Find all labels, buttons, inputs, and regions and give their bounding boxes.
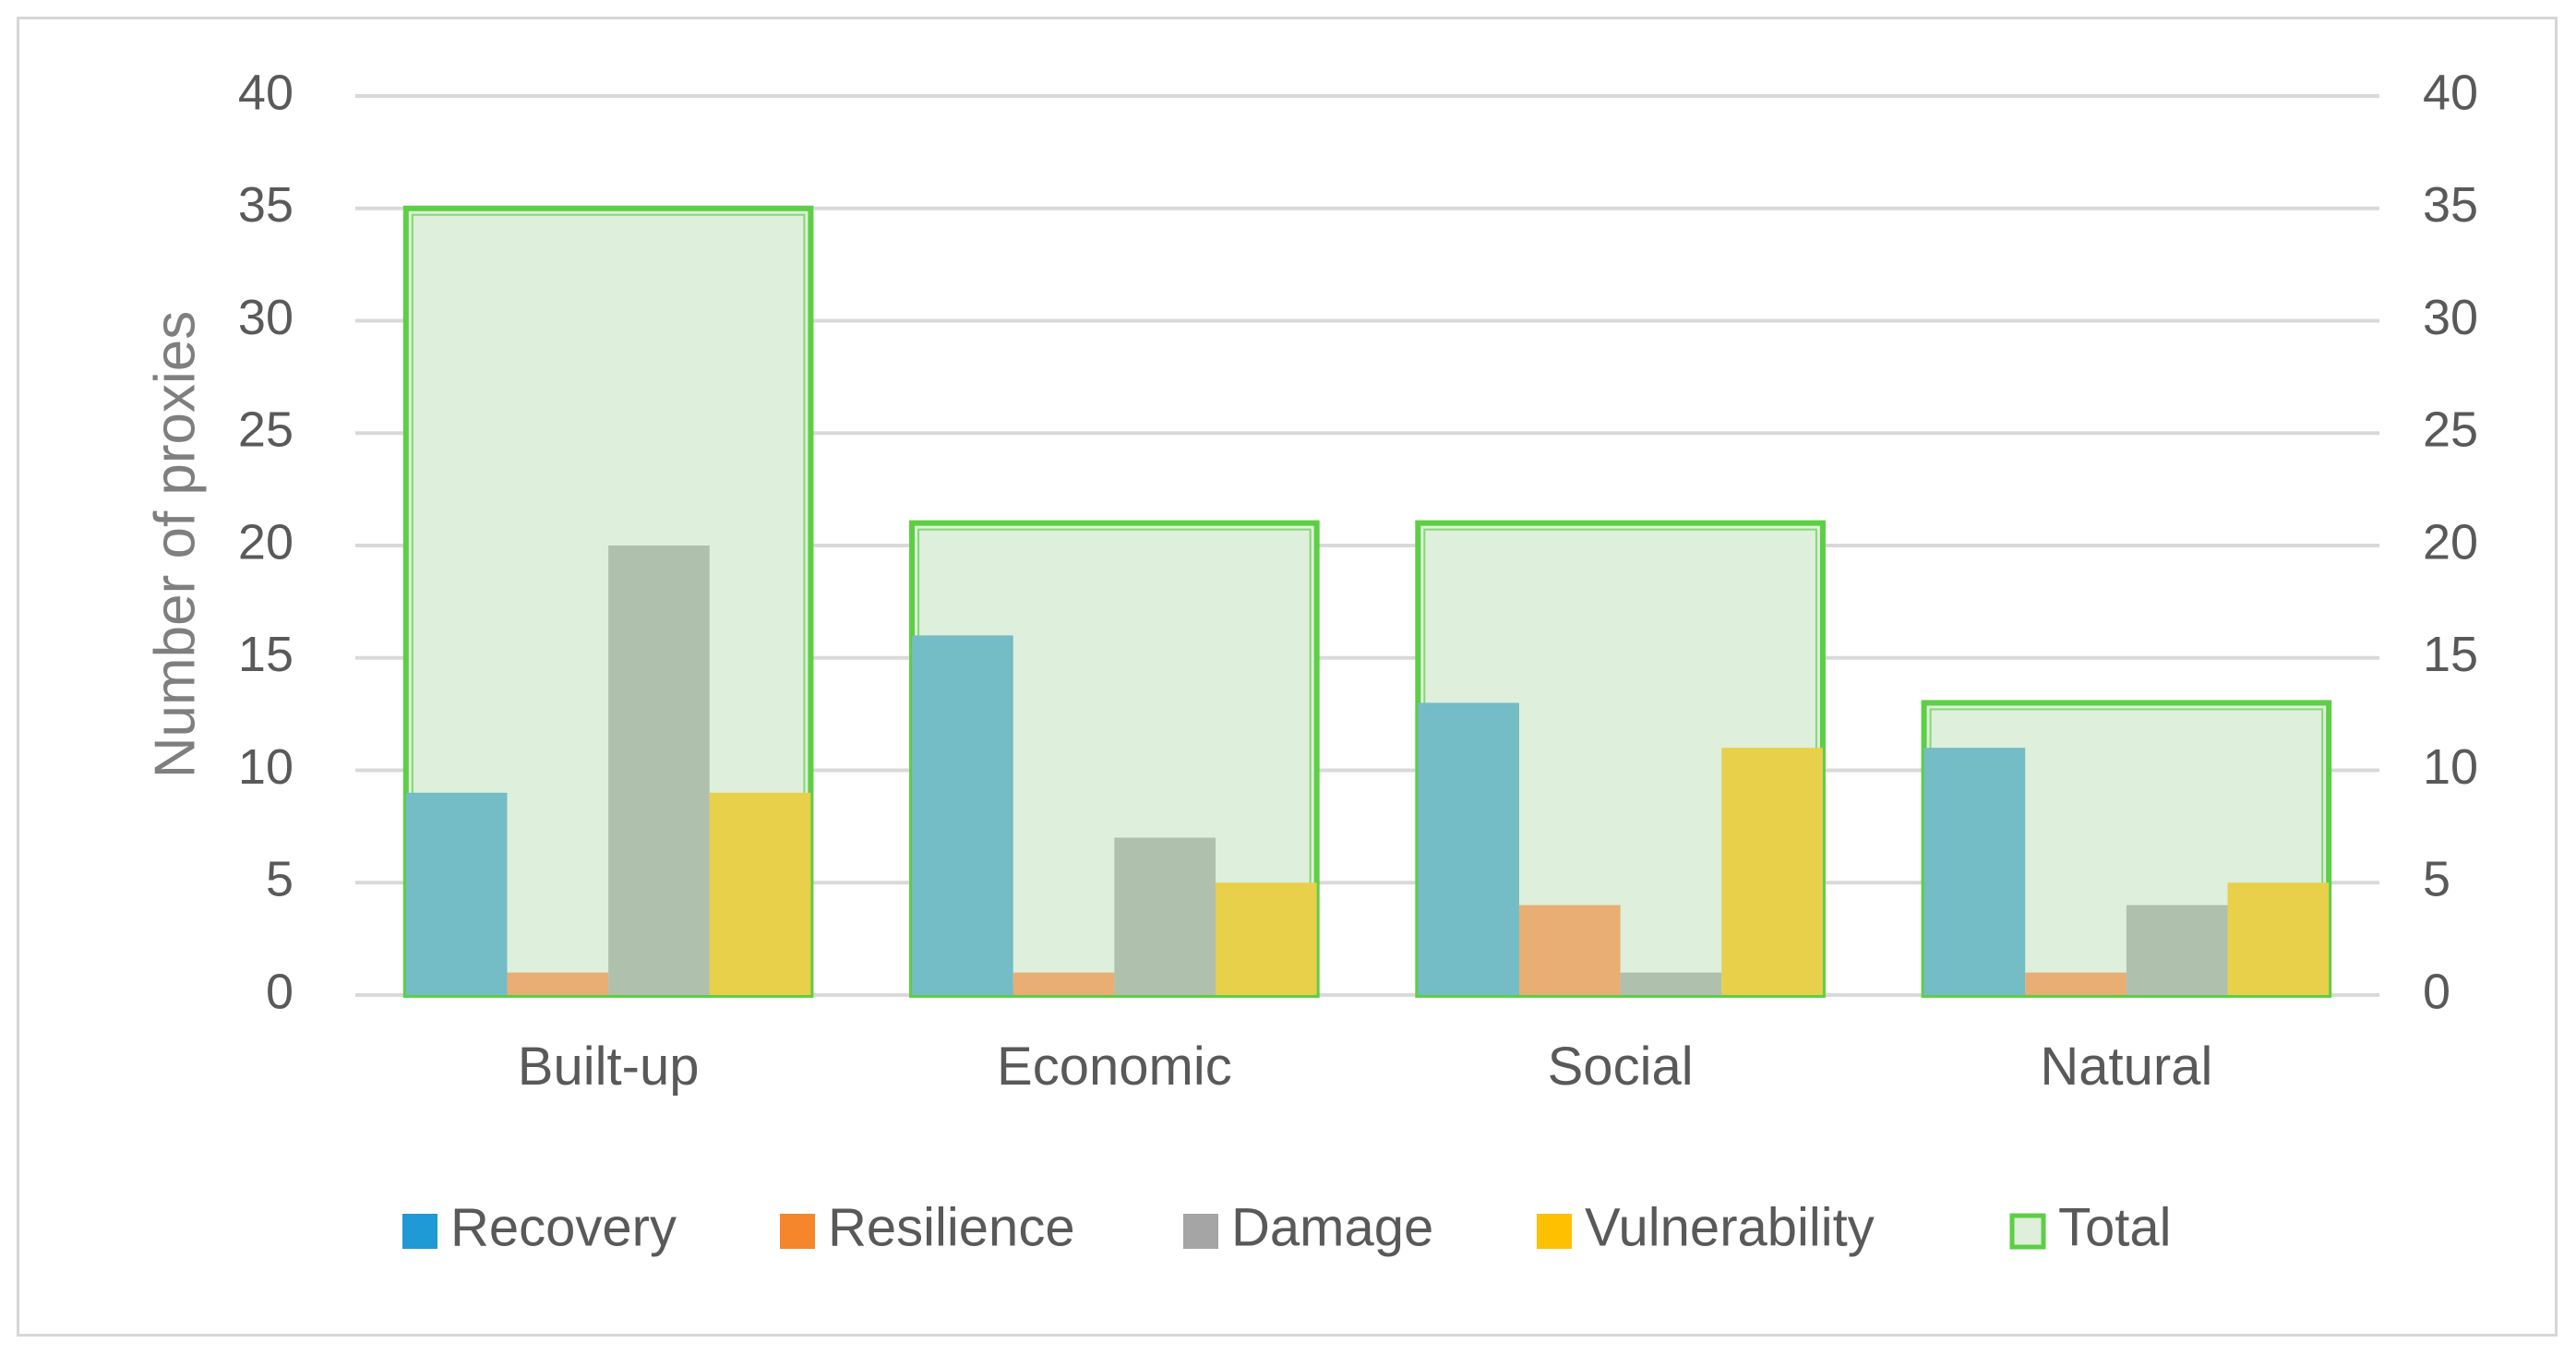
x-tick-label: Social [1548,1037,1694,1097]
bar-resilience [1012,972,1115,995]
y-tick-label-right: 20 [2423,514,2478,570]
y-tick-label-left: 20 [238,514,294,570]
legend-label: Damage [1231,1197,1433,1257]
bar-resilience [2025,972,2127,995]
legend: Recovery Resilience Damage Vulnerability Tot… [402,1197,2172,1257]
bar-recovery [1418,702,1519,995]
y-axis-title: Number of proxies [143,311,207,779]
bar-vulnerability [1216,882,1317,995]
legend-swatch [2009,1213,2046,1250]
x-tick-label: Built-up [518,1037,700,1097]
y-tick-label-left: 30 [238,290,294,345]
legend-swatch [1537,1214,1572,1249]
y-tick-label-right: 5 [2423,852,2450,907]
y-tick-label-left: 0 [266,964,294,1019]
y-tick-label-left: 40 [238,65,294,120]
legend-swatch [402,1214,437,1249]
bars [405,546,2330,995]
bar-recovery [1923,748,2026,995]
legend-label: Total [2058,1197,2172,1257]
y-tick-label-left: 35 [238,177,294,233]
y-tick-label-left: 5 [266,852,294,907]
x-tick-label: Natural [2040,1037,2212,1097]
legend-label: Recovery [450,1197,677,1257]
bar-vulnerability [709,792,811,995]
bar-damage [2126,905,2228,995]
y-tick-label-right: 35 [2423,177,2478,233]
legend-label: Resilience [828,1197,1075,1257]
bar-vulnerability [1721,748,1823,995]
bar-recovery [405,792,508,995]
y-tick-label-right: 15 [2423,627,2478,682]
y-tick-label-left: 15 [238,627,294,682]
bar-damage [1620,972,1722,995]
y-tick-label-right: 0 [2423,964,2450,1019]
bar-vulnerability [2227,882,2330,995]
y-tick-label-right: 10 [2423,739,2478,795]
y-tick-label-left: 10 [238,739,294,795]
bar-damage [608,546,710,995]
y-tick-label-right: 40 [2423,65,2478,120]
bar-resilience [507,972,609,995]
legend-swatch [780,1214,815,1249]
bar-damage [1114,837,1216,995]
legend-swatch [1183,1214,1218,1249]
x-tick-label: Economic [997,1037,1232,1097]
y-tick-label-right: 25 [2423,402,2478,458]
y-tick-label-left: 25 [238,402,294,458]
axes: 0 0 5 5 10 10 15 15 20 20 25 25 30 30 35 35 40 40 Built-up… [238,65,2478,1097]
y-tick-label-right: 30 [2423,290,2478,345]
bar-recovery [912,635,1013,995]
legend-label: Vulnerability [1585,1197,1875,1257]
bar-resilience [1518,905,1621,995]
